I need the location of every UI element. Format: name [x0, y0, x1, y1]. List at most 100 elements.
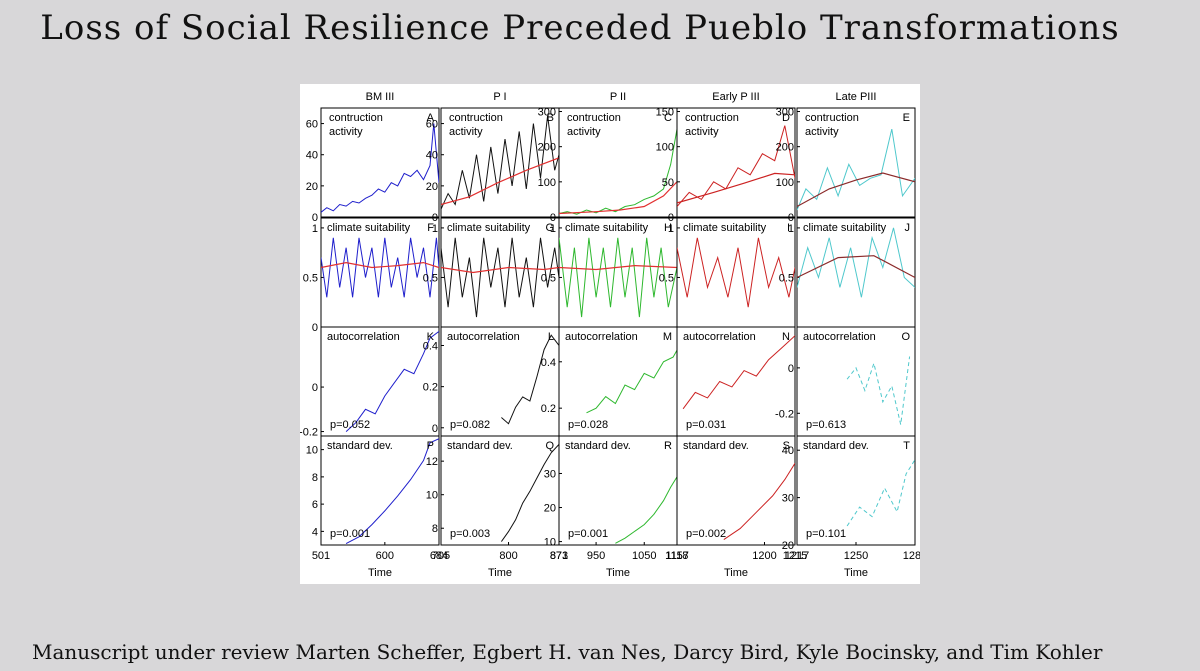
- y-tick-label-Q-1: 10: [426, 490, 438, 502]
- panel-frame-C: [558, 107, 678, 218]
- y-tick-label-Q-0: 8: [432, 523, 438, 535]
- panel-letter-A: A: [427, 112, 435, 124]
- panel-frame-B: [440, 107, 560, 218]
- column-title-4: Late PIII: [836, 91, 877, 103]
- panel-label2-C: activity: [567, 126, 601, 138]
- panel-label-A: contruction: [329, 112, 383, 124]
- panel-letter-D: D: [782, 112, 790, 124]
- panel-label-J: climate suitability: [803, 222, 887, 234]
- panel-frame-Q: [440, 435, 560, 546]
- p-value-S: p=0.002: [686, 528, 726, 540]
- y-tick-label-L-2: 0.4: [423, 341, 438, 353]
- y-tick-label-C-1: 100: [538, 177, 556, 189]
- column-title-2: P II: [610, 91, 626, 103]
- panel-frame-G: [440, 217, 560, 328]
- y-tick-label-M-0: 0.2: [541, 403, 556, 415]
- x-tick-label-0-1: 600: [376, 550, 394, 562]
- smooth-line-D: [677, 172, 795, 204]
- panel-frame-A: [320, 107, 440, 218]
- y-tick-label-P-0: 4: [312, 526, 318, 538]
- panel-label2-E: activity: [805, 126, 839, 138]
- y-tick-label-G-1: 1: [432, 223, 438, 235]
- panel-label-L: autocorrelation: [447, 331, 520, 343]
- x-tick-label-2-0: 873: [550, 550, 568, 562]
- series-line-A: [321, 123, 439, 213]
- y-tick-label-P-2: 8: [312, 472, 318, 484]
- y-tick-label-C-2: 200: [538, 142, 556, 154]
- panel-letter-K: K: [427, 331, 435, 343]
- panel-label-I: climate suitability: [683, 222, 767, 234]
- x-tick-label-0-0: 501: [312, 550, 330, 562]
- y-tick-label-O-1: 0: [788, 363, 794, 375]
- series-line-T: [846, 459, 915, 527]
- panel-label-H: climate suitability: [565, 222, 649, 234]
- p-value-L: p=0.082: [450, 419, 490, 431]
- y-tick-label-B-0: 0: [432, 212, 438, 224]
- panel-frame-L: [440, 326, 560, 437]
- y-tick-label-D-3: 150: [656, 107, 674, 119]
- y-tick-label-K-0: -0.2: [300, 427, 318, 439]
- panel-frame-M: [558, 326, 678, 437]
- panel-letter-E: E: [903, 112, 910, 124]
- x-tick-label-2-2: 1050: [632, 550, 656, 562]
- y-tick-label-H-1: 1: [550, 223, 556, 235]
- y-tick-label-O-0: -0.2: [775, 408, 794, 420]
- panel-letter-P: P: [427, 440, 434, 452]
- panel-frame-P: [320, 435, 440, 546]
- p-value-K: p=0.052: [330, 419, 370, 431]
- series-line-S: [723, 463, 795, 541]
- panel-letter-S: S: [783, 440, 790, 452]
- panel-label-N: autocorrelation: [683, 331, 756, 343]
- panel-letter-T: T: [903, 440, 910, 452]
- y-tick-label-L-1: 0.2: [423, 382, 438, 394]
- series-line-N: [682, 335, 795, 410]
- series-line-C: [559, 129, 677, 215]
- p-value-M: p=0.028: [568, 419, 608, 431]
- panel-letter-N: N: [782, 331, 790, 343]
- y-tick-label-C-3: 300: [538, 107, 556, 119]
- panel-frame-F: [320, 217, 440, 328]
- y-tick-label-A-1: 20: [306, 181, 318, 193]
- y-tick-label-R-2: 30: [544, 468, 556, 480]
- panel-letter-M: M: [663, 331, 672, 343]
- p-value-N: p=0.031: [686, 419, 726, 431]
- y-tick-label-B-2: 40: [426, 150, 438, 162]
- x-axis-label-1: Time: [488, 567, 512, 579]
- panel-label-P: standard dev.: [327, 440, 393, 452]
- y-tick-label-J-0: 0.5: [779, 272, 794, 284]
- panel-label-F: climate suitability: [327, 222, 411, 234]
- x-tick-label-4-2: 1283: [903, 550, 920, 562]
- y-tick-label-B-1: 20: [426, 181, 438, 193]
- x-axis-label-2: Time: [606, 567, 630, 579]
- x-tick-label-4-0: 1217: [785, 550, 809, 562]
- panel-letter-J: J: [905, 222, 911, 234]
- x-tick-label-1-1: 800: [499, 550, 517, 562]
- panel-frame-D: [676, 107, 796, 218]
- panel-label2-B: activity: [449, 126, 483, 138]
- y-tick-label-T-0: 20: [782, 540, 794, 552]
- panel-label-B: contruction: [449, 112, 503, 124]
- y-tick-label-C-0: 0: [550, 212, 556, 224]
- y-tick-label-E-1: 100: [776, 177, 794, 189]
- panel-frame-I: [676, 217, 796, 328]
- figure-area: BM III 0 20 40 60 contruction activity A 0 0.5 1 cl…: [300, 84, 920, 584]
- panel-letter-R: R: [664, 440, 672, 452]
- y-tick-label-A-2: 40: [306, 150, 318, 162]
- panel-letter-F: F: [427, 222, 434, 234]
- panel-frame-K: [320, 326, 440, 437]
- x-tick-label-4-1: 1250: [844, 550, 868, 562]
- y-tick-label-T-2: 40: [782, 445, 794, 457]
- smooth-line-F: [321, 261, 439, 269]
- y-tick-label-D-0: 0: [668, 212, 674, 224]
- panel-letter-L: L: [548, 331, 554, 343]
- series-line-E: [797, 128, 915, 211]
- y-tick-label-A-3: 60: [306, 119, 318, 131]
- panel-label-S: standard dev.: [683, 440, 749, 452]
- y-tick-label-M-1: 0.4: [541, 357, 556, 369]
- panel-label-Q: standard dev.: [447, 440, 513, 452]
- panel-letter-B: B: [547, 112, 554, 124]
- slide-title: Loss of Social Resilience Preceded Puebl…: [40, 8, 1120, 48]
- y-tick-label-B-3: 60: [426, 119, 438, 131]
- panel-label-T: standard dev.: [803, 440, 869, 452]
- column-title-0: BM III: [366, 91, 395, 103]
